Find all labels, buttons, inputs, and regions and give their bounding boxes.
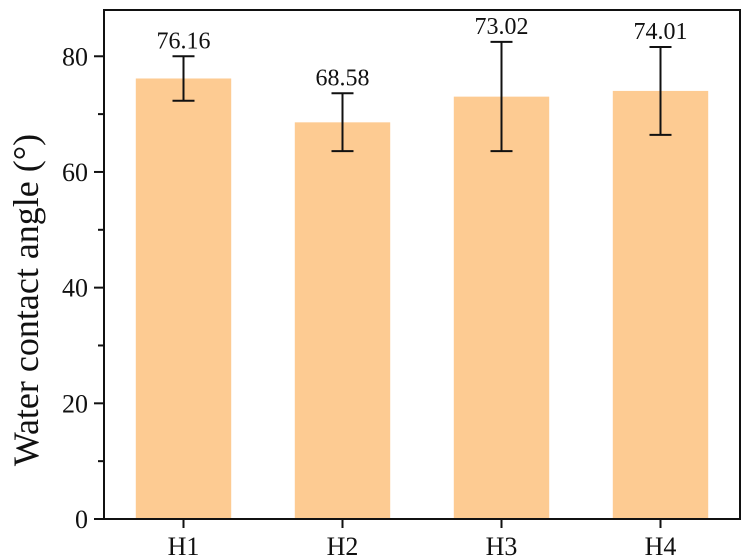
y-axis-title: Water contact angle (°)	[6, 134, 46, 466]
y-tick-label: 60	[62, 158, 88, 187]
data-label-h4: 74.01	[634, 19, 688, 45]
y-tick-label: 80	[62, 42, 88, 71]
bar-h2	[294, 122, 391, 520]
bar-h3	[453, 96, 550, 519]
data-label-h1: 76.16	[157, 28, 211, 54]
data-label-h2: 68.58	[316, 65, 370, 91]
bar-h4	[612, 90, 709, 519]
x-tick-label-h3: H3	[486, 532, 518, 560]
plot-area: 76.16 68.58 73.02 74.01 0 20 40 60 80 H1 H2 H3 H4	[62, 9, 741, 560]
bar-h1	[135, 78, 232, 519]
y-tick-label: 20	[62, 389, 88, 418]
y-tick-label: 40	[62, 274, 88, 303]
x-tick-label-h4: H4	[645, 532, 677, 560]
x-tick-label-h2: H2	[327, 532, 359, 560]
data-label-h3: 73.02	[475, 14, 529, 40]
plot-frame	[103, 9, 741, 520]
y-tick-label: 0	[75, 505, 88, 534]
x-tick-label-h1: H1	[168, 532, 200, 560]
